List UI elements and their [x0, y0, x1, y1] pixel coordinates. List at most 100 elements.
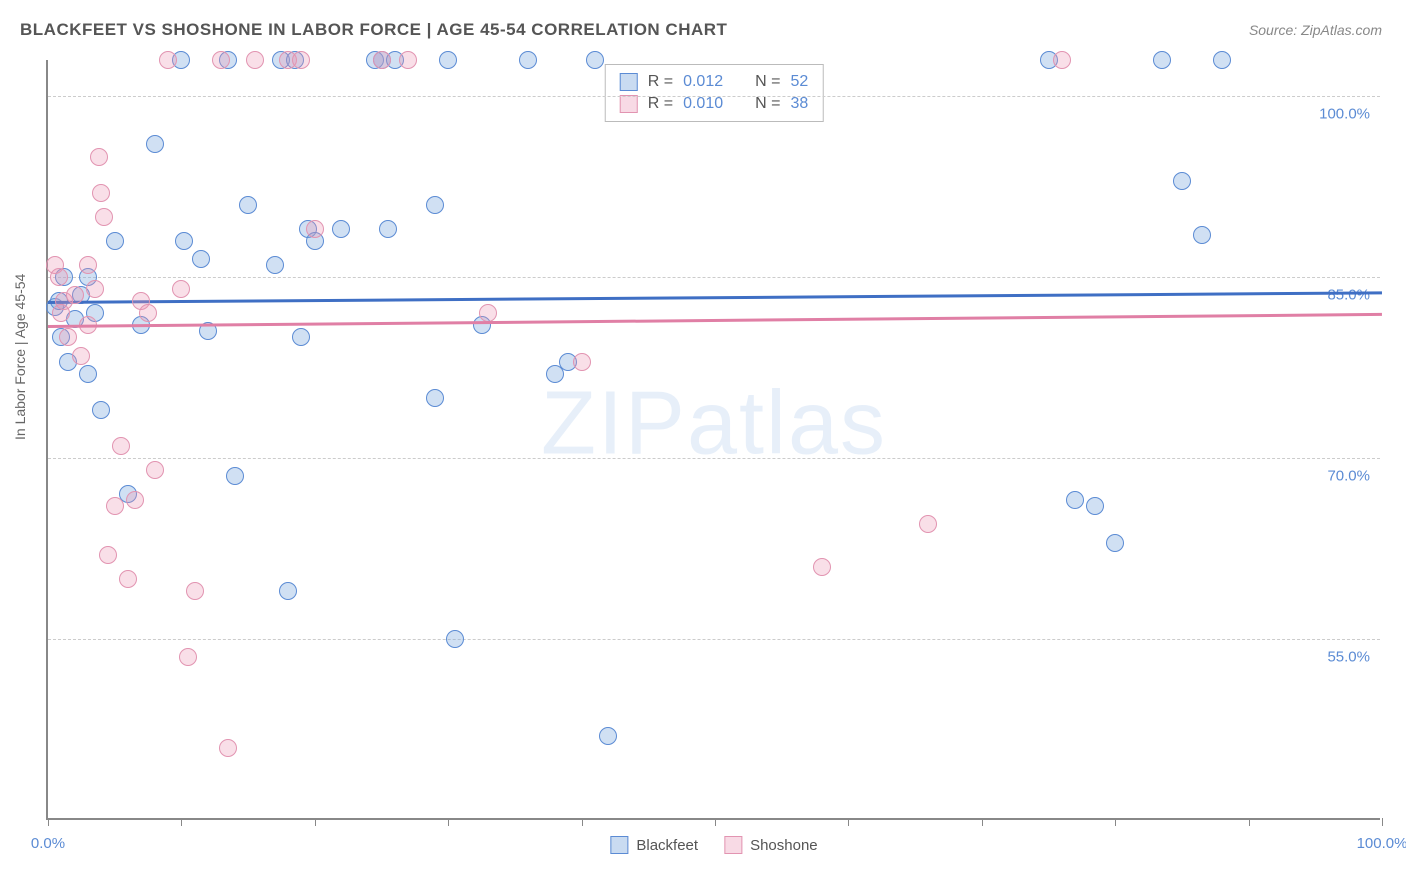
data-point [179, 648, 197, 666]
data-point [50, 268, 68, 286]
data-point [79, 256, 97, 274]
legend-item: Shoshone [724, 836, 818, 854]
legend-swatch [610, 836, 628, 854]
y-tick-label: 100.0% [1319, 106, 1370, 123]
data-point [192, 250, 210, 268]
legend-r-label: R = [648, 73, 673, 91]
data-point [246, 51, 264, 69]
data-point [439, 51, 457, 69]
x-tick [448, 818, 449, 826]
y-tick-label: 70.0% [1327, 468, 1370, 485]
data-point [599, 727, 617, 745]
data-point [1086, 497, 1104, 515]
legend-swatch [724, 836, 742, 854]
data-point [86, 280, 104, 298]
data-point [226, 467, 244, 485]
data-point [159, 51, 177, 69]
data-point [186, 582, 204, 600]
data-point [92, 184, 110, 202]
data-point [399, 51, 417, 69]
legend-swatch [620, 73, 638, 91]
data-point [1066, 491, 1084, 509]
data-point [519, 51, 537, 69]
data-point [426, 196, 444, 214]
data-point [72, 347, 90, 365]
data-point [92, 401, 110, 419]
legend-n-label: N = [755, 73, 780, 91]
x-tick [181, 818, 182, 826]
data-point [292, 51, 310, 69]
data-point [379, 220, 397, 238]
x-tick [1115, 818, 1116, 826]
gridline [48, 96, 1380, 97]
data-point [66, 286, 84, 304]
data-point [813, 558, 831, 576]
data-point [119, 570, 137, 588]
x-tick [982, 818, 983, 826]
data-point [919, 515, 937, 533]
x-tick [848, 818, 849, 826]
data-point [1213, 51, 1231, 69]
legend-n-value: 38 [790, 95, 808, 113]
x-tick [1382, 818, 1383, 826]
x-tick [48, 818, 49, 826]
data-point [95, 208, 113, 226]
x-tick [715, 818, 716, 826]
data-point [219, 739, 237, 757]
data-point [373, 51, 391, 69]
x-tick [582, 818, 583, 826]
data-point [426, 389, 444, 407]
gridline [48, 458, 1380, 459]
trend-line [48, 313, 1382, 328]
data-point [446, 630, 464, 648]
data-point [1153, 51, 1171, 69]
legend-correlation: R = 0.012 N = 52 R = 0.010 N = 38 [605, 64, 824, 122]
data-point [175, 232, 193, 250]
data-point [146, 461, 164, 479]
y-tick-label: 55.0% [1327, 649, 1370, 666]
trend-line [48, 292, 1382, 304]
legend-r-label: R = [648, 95, 673, 113]
legend-item: Blackfeet [610, 836, 698, 854]
data-point [106, 232, 124, 250]
data-point [239, 196, 257, 214]
data-point [172, 280, 190, 298]
data-point [292, 328, 310, 346]
data-point [586, 51, 604, 69]
data-point [306, 220, 324, 238]
data-point [99, 546, 117, 564]
data-point [573, 353, 591, 371]
chart-title: BLACKFEET VS SHOSHONE IN LABOR FORCE | A… [20, 20, 727, 40]
y-axis-label: In Labor Force | Age 45-54 [12, 274, 28, 440]
data-point [139, 304, 157, 322]
plot-area: ZIPatlas R =0.012N =52R =0.010N =38 Blac… [46, 60, 1380, 820]
legend-label: Shoshone [750, 837, 818, 854]
legend-series: Blackfeet Shoshone [610, 836, 817, 854]
legend-swatch [620, 95, 638, 113]
x-tick-label: 100.0% [1357, 835, 1406, 852]
data-point [1173, 172, 1191, 190]
x-tick-label: 0.0% [31, 835, 65, 852]
data-point [106, 497, 124, 515]
data-point [112, 437, 130, 455]
data-point [146, 135, 164, 153]
gridline [48, 639, 1380, 640]
legend-r-value: 0.010 [683, 95, 723, 113]
x-tick [315, 818, 316, 826]
data-point [1106, 534, 1124, 552]
data-point [126, 491, 144, 509]
source-attribution: Source: ZipAtlas.com [1249, 22, 1382, 38]
legend-row: R = 0.012 N = 52 [620, 71, 809, 93]
data-point [479, 304, 497, 322]
data-point [90, 148, 108, 166]
legend-n-label: N = [755, 95, 780, 113]
data-point [59, 328, 77, 346]
watermark: ZIPatlas [541, 372, 887, 475]
y-tick-label: 85.0% [1327, 287, 1370, 304]
legend-n-value: 52 [790, 73, 808, 91]
data-point [212, 51, 230, 69]
legend-label: Blackfeet [636, 837, 698, 854]
gridline [48, 277, 1380, 278]
legend-r-value: 0.012 [683, 73, 723, 91]
data-point [332, 220, 350, 238]
